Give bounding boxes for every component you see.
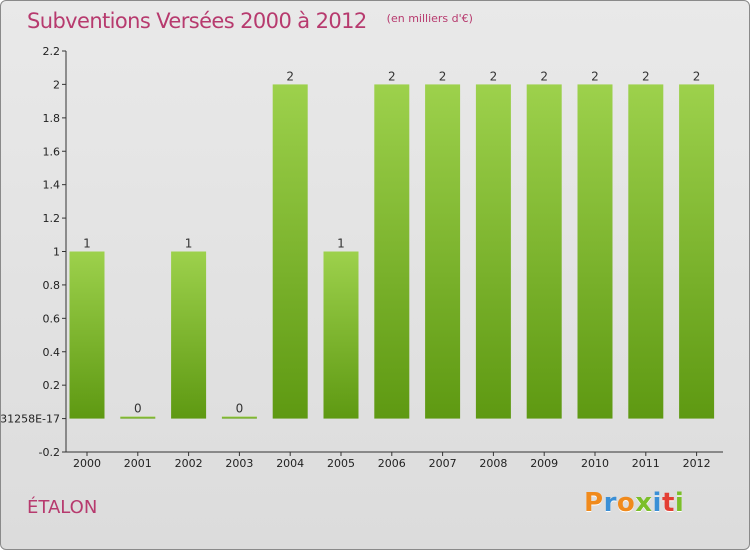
data-label: 1 — [185, 237, 193, 251]
data-label: 0 — [236, 402, 244, 416]
x-tick-label: 2007 — [429, 457, 457, 470]
bar-2009 — [526, 84, 562, 419]
bar-2012 — [679, 84, 715, 419]
data-label: 2 — [286, 69, 294, 83]
unit-note: (en milliers d'€) — [386, 12, 473, 25]
bar-2003 — [221, 416, 257, 419]
data-label: 1 — [83, 237, 91, 251]
data-label: 2 — [540, 69, 548, 83]
title-row: Subventions Versées 2000 à 2012 (en mill… — [27, 9, 473, 33]
y-tick-label: -5.5511151231258E-17 — [1, 413, 60, 426]
y-tick-label: 0.6 — [43, 312, 61, 325]
x-tick-label: 2000 — [73, 457, 101, 470]
x-tick-label: 2004 — [276, 457, 304, 470]
data-label: 2 — [439, 69, 447, 83]
x-tick-label: 2002 — [175, 457, 203, 470]
bar-2011 — [628, 84, 664, 419]
y-tick-label: 2.2 — [43, 45, 61, 58]
y-tick-label: 0.4 — [43, 346, 61, 359]
x-tick-label: 2008 — [479, 457, 507, 470]
data-label: 2 — [490, 69, 498, 83]
logo-letter: P — [584, 488, 604, 518]
bar-2008 — [475, 84, 511, 419]
logo-letter: r — [603, 488, 617, 518]
bar-2006 — [374, 84, 410, 419]
logo-letter: i — [674, 488, 685, 518]
y-tick-label: 0.2 — [43, 379, 61, 392]
data-label: 2 — [642, 69, 650, 83]
data-label: 2 — [693, 69, 701, 83]
bar-2004 — [272, 84, 308, 419]
data-label: 1 — [337, 237, 345, 251]
data-label: 2 — [388, 69, 396, 83]
x-tick-label: 2003 — [225, 457, 253, 470]
x-tick-label: 2001 — [124, 457, 152, 470]
x-tick-label: 2009 — [530, 457, 558, 470]
y-tick-label: -0.2 — [39, 446, 60, 459]
y-tick-label: 1.2 — [43, 212, 61, 225]
logo-letter: o — [616, 488, 636, 518]
data-label: 0 — [134, 402, 142, 416]
y-tick-label: 1 — [53, 246, 60, 259]
x-tick-label: 2006 — [378, 457, 406, 470]
logo-letter: i — [652, 488, 662, 518]
y-tick-label: 0.8 — [43, 279, 61, 292]
bar-2000 — [69, 251, 105, 419]
chart-title: Subventions Versées 2000 à 2012 — [27, 9, 367, 33]
x-tick-label: 2011 — [632, 457, 660, 470]
data-label: 2 — [591, 69, 599, 83]
logo-letter: x — [635, 488, 653, 518]
y-tick-label: 1.4 — [43, 179, 61, 192]
y-tick-label: 1.6 — [43, 145, 61, 158]
proxiti-logo: Proxiti — [584, 488, 684, 518]
bar-2001 — [120, 416, 156, 419]
logo-letter: t — [661, 488, 675, 518]
y-tick-label: 2 — [53, 78, 60, 91]
commune-name: ÉTALON — [27, 497, 98, 518]
x-tick-label: 2010 — [581, 457, 609, 470]
bar-2010 — [577, 84, 613, 419]
x-tick-label: 2005 — [327, 457, 355, 470]
y-tick-label: 1.8 — [43, 112, 61, 125]
bar-2007 — [425, 84, 461, 419]
bar-2002 — [171, 251, 207, 419]
x-tick-label: 2012 — [683, 457, 711, 470]
bar-2005 — [323, 251, 359, 419]
